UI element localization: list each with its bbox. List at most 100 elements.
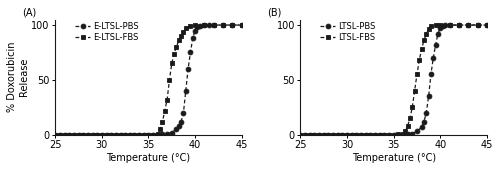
E-LTSL-FBS: [202, 24, 207, 26]
E-LTSL-FBS: [118, 134, 124, 136]
LTSL-FBS: [334, 134, 340, 136]
E-LTSL-FBS: [80, 134, 86, 136]
E-LTSL-FBS: [238, 24, 244, 26]
E-LTSL-PBS: [164, 133, 170, 135]
LTSL-FBS: [400, 133, 406, 135]
LTSL-PBS: [354, 134, 360, 136]
LTSL-PBS: [442, 24, 448, 26]
E-LTSL-FBS: [176, 39, 182, 41]
E-LTSL-FBS: [192, 24, 198, 26]
E-LTSL-FBS: [174, 46, 180, 48]
LTSL-PBS: [430, 57, 436, 59]
E-LTSL-FBS: [178, 35, 184, 37]
Line: E-LTSL-FBS: E-LTSL-FBS: [53, 23, 244, 137]
LTSL-FBS: [414, 73, 420, 75]
E-LTSL-FBS: [166, 79, 172, 81]
E-LTSL-PBS: [94, 134, 100, 136]
LTSL-PBS: [438, 27, 444, 29]
E-LTSL-PBS: [185, 68, 191, 70]
Text: (A): (A): [22, 7, 36, 17]
LTSL-PBS: [302, 134, 308, 136]
LTSL-FBS: [456, 24, 462, 26]
E-LTSL-PBS: [99, 134, 105, 136]
LTSL-PBS: [372, 134, 378, 136]
LTSL-PBS: [344, 134, 350, 136]
LTSL-PBS: [396, 134, 402, 136]
LTSL-FBS: [386, 134, 392, 136]
E-LTSL-FBS: [188, 25, 194, 27]
LTSL-PBS: [426, 95, 432, 97]
E-LTSL-PBS: [230, 24, 235, 26]
E-LTSL-PBS: [62, 134, 68, 136]
LTSL-PBS: [435, 33, 441, 35]
LTSL-FBS: [465, 24, 471, 26]
LTSL-FBS: [418, 48, 424, 50]
LTSL-FBS: [382, 134, 388, 136]
LTSL-FBS: [484, 24, 490, 26]
E-LTSL-PBS: [150, 134, 156, 136]
LTSL-FBS: [396, 133, 402, 135]
Line: E-LTSL-PBS: E-LTSL-PBS: [53, 23, 244, 137]
E-LTSL-PBS: [178, 121, 184, 123]
LTSL-FBS: [330, 134, 336, 136]
E-LTSL-FBS: [169, 62, 175, 64]
E-LTSL-FBS: [171, 53, 177, 55]
LTSL-PBS: [382, 134, 388, 136]
E-LTSL-FBS: [155, 133, 161, 135]
LTSL-PBS: [414, 130, 420, 132]
LTSL-PBS: [484, 24, 490, 26]
Legend: E-LTSL-PBS, E-LTSL-FBS: E-LTSL-PBS, E-LTSL-FBS: [74, 21, 139, 43]
E-LTSL-PBS: [80, 134, 86, 136]
E-LTSL-PBS: [206, 24, 212, 26]
LTSL-PBS: [316, 134, 322, 136]
LTSL-FBS: [424, 33, 430, 35]
E-LTSL-PBS: [192, 30, 198, 32]
LTSL-FBS: [404, 125, 410, 127]
E-LTSL-PBS: [57, 134, 63, 136]
LTSL-FBS: [376, 134, 382, 136]
E-LTSL-FBS: [66, 134, 72, 136]
E-LTSL-PBS: [141, 134, 147, 136]
E-LTSL-PBS: [190, 37, 196, 39]
E-LTSL-FBS: [122, 134, 128, 136]
LTSL-FBS: [390, 134, 396, 136]
E-LTSL-FBS: [113, 134, 119, 136]
LTSL-PBS: [465, 24, 471, 26]
Y-axis label: % Doxorubicin
Release: % Doxorubicin Release: [7, 42, 28, 112]
LTSL-FBS: [306, 134, 312, 136]
E-LTSL-FBS: [210, 24, 216, 26]
LTSL-FBS: [432, 24, 438, 26]
E-LTSL-PBS: [122, 134, 128, 136]
E-LTSL-PBS: [174, 128, 180, 130]
LTSL-PBS: [306, 134, 312, 136]
LTSL-PBS: [440, 25, 446, 27]
E-LTSL-PBS: [108, 134, 114, 136]
LTSL-PBS: [320, 134, 326, 136]
E-LTSL-FBS: [160, 121, 166, 123]
E-LTSL-PBS: [132, 134, 138, 136]
LTSL-PBS: [358, 134, 364, 136]
Line: LTSL-FBS: LTSL-FBS: [298, 23, 490, 137]
LTSL-FBS: [410, 106, 416, 108]
E-LTSL-PBS: [104, 134, 110, 136]
E-LTSL-FBS: [104, 134, 110, 136]
LTSL-PBS: [386, 134, 392, 136]
E-LTSL-PBS: [169, 132, 175, 134]
E-LTSL-FBS: [136, 134, 142, 136]
LTSL-PBS: [312, 134, 318, 136]
LTSL-PBS: [421, 121, 427, 123]
E-LTSL-FBS: [62, 134, 68, 136]
E-LTSL-PBS: [85, 134, 91, 136]
E-LTSL-PBS: [66, 134, 72, 136]
E-LTSL-FBS: [164, 99, 170, 101]
LTSL-FBS: [340, 134, 345, 136]
LTSL-PBS: [456, 24, 462, 26]
LTSL-FBS: [362, 134, 368, 136]
E-LTSL-FBS: [90, 134, 96, 136]
E-LTSL-PBS: [183, 90, 189, 92]
E-LTSL-FBS: [57, 134, 63, 136]
LTSL-FBS: [428, 25, 434, 27]
E-LTSL-FBS: [127, 134, 133, 136]
Text: (B): (B): [267, 7, 281, 17]
LTSL-FBS: [298, 134, 304, 136]
